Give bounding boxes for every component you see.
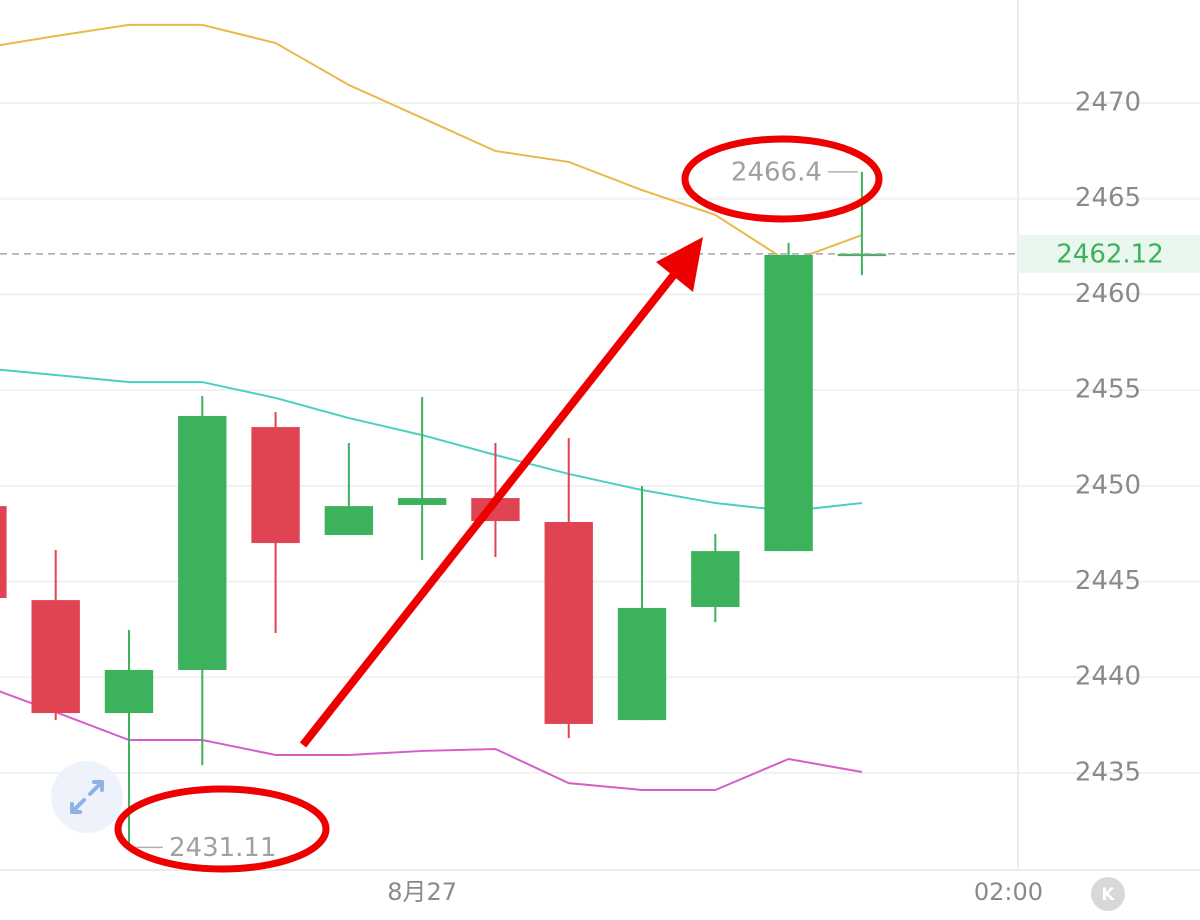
- candle-body: [397, 498, 447, 505]
- expand-button[interactable]: [51, 761, 123, 833]
- y-tick-label: 2435: [1075, 757, 1141, 787]
- y-tick-label: 2445: [1075, 566, 1141, 596]
- candle-body: [0, 506, 7, 598]
- labels: 2435 2440 2445 2450 2455 2460 2465 2470 8月27 02:0…: [387, 87, 1141, 906]
- candle-body: [837, 253, 887, 257]
- candle-body: [324, 506, 374, 536]
- expand-icon: [70, 780, 104, 814]
- candle-body: [764, 254, 813, 552]
- arrow-shaft: [299, 269, 680, 748]
- candle-body: [251, 427, 300, 544]
- candle-body: [178, 415, 227, 670]
- y-tick-label: 2440: [1075, 662, 1141, 692]
- overlay: 2462.12 2466.4 2431.11: [0, 157, 1200, 863]
- candles: [0, 171, 887, 848]
- high-label: 2466.4: [731, 157, 822, 187]
- indicator-button-label: K: [1101, 885, 1115, 905]
- y-tick-label: 2455: [1075, 375, 1141, 405]
- highlight-circle: [114, 785, 330, 873]
- y-tick-label: 2450: [1075, 470, 1141, 500]
- highlight-circle: [681, 135, 883, 223]
- x-tick-label: 02:00: [974, 878, 1043, 906]
- x-tick-label: 8月27: [387, 878, 457, 906]
- band-line: [0, 23, 863, 264]
- indicator-button[interactable]: [1091, 877, 1125, 911]
- y-tick-label: 2470: [1075, 87, 1141, 117]
- arrow-head: [656, 237, 703, 292]
- candle-body: [544, 522, 593, 724]
- candle-body: [31, 600, 80, 714]
- y-tick-label: 2465: [1075, 183, 1141, 213]
- candle-body: [104, 669, 154, 714]
- low-label: 2431.11: [169, 833, 277, 863]
- y-tick-label: 2460: [1075, 279, 1141, 309]
- last-price-label: 2462.12: [1056, 239, 1164, 269]
- last-price-box: [1018, 234, 1200, 273]
- candle-body: [617, 607, 667, 721]
- candle-body: [691, 551, 740, 607]
